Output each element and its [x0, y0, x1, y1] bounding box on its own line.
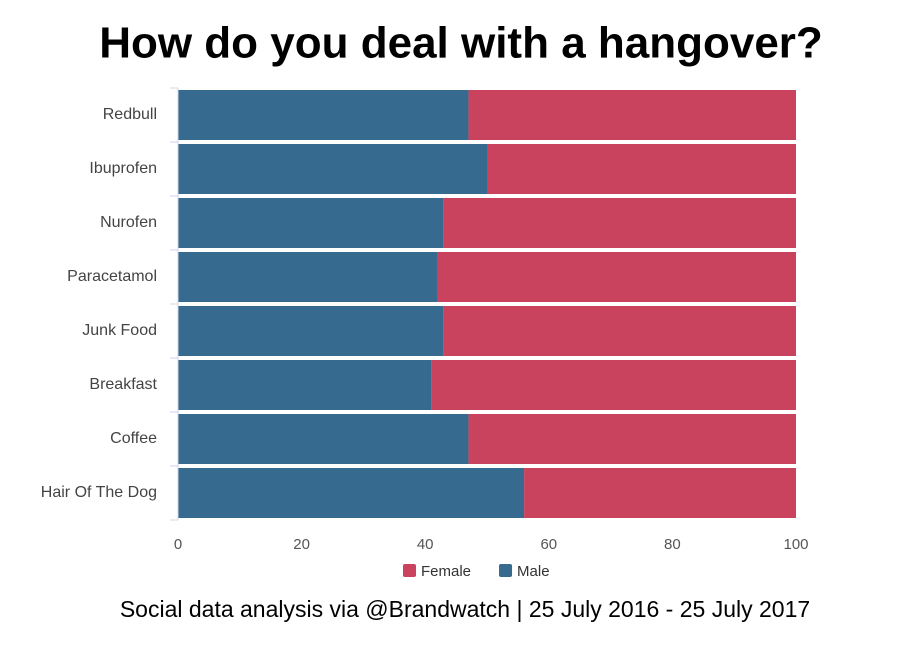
bar-segment [524, 468, 796, 518]
bar-segment [178, 414, 469, 464]
bar-segment [178, 468, 525, 518]
x-tick-label: 100 [783, 536, 808, 553]
bar-segment [437, 252, 796, 302]
x-tick-label: 80 [664, 536, 681, 553]
bar-segment [178, 144, 487, 194]
bar-segment [178, 306, 444, 356]
y-tick-label: Nurofen [100, 214, 157, 231]
y-tick-label: Ibuprofen [89, 160, 157, 177]
x-tick-label: 60 [540, 536, 557, 553]
bar-segment [178, 360, 432, 410]
x-tick-label: 0 [174, 536, 182, 553]
y-tick-label: Junk Food [82, 322, 157, 339]
x-tick-label: 40 [417, 536, 434, 553]
y-tick-label: Breakfast [89, 376, 157, 393]
legend-label: Male [517, 563, 550, 580]
y-tick-label: Hair Of The Dog [41, 484, 157, 501]
bar-segment [431, 360, 796, 410]
caption: Social data analysis via @Brandwatch | 2… [120, 596, 810, 622]
bar-segment [468, 90, 796, 140]
x-tick-label: 20 [293, 536, 310, 553]
y-tick-label: Redbull [103, 106, 157, 123]
legend-label: Female [421, 563, 471, 580]
y-tick-label: Coffee [110, 430, 157, 447]
legend-swatch [499, 564, 513, 577]
y-tick-label: Paracetamol [67, 268, 157, 285]
bar-segment [178, 198, 444, 248]
bar-segment [443, 306, 796, 356]
bar-segment [487, 144, 796, 194]
bar-segment [468, 414, 796, 464]
legend-swatch [403, 564, 416, 577]
chart-title: How do you deal with a hangover? [99, 19, 823, 68]
bar-segment [178, 252, 438, 302]
bar-segment [443, 198, 796, 248]
bar-segment [178, 90, 469, 140]
